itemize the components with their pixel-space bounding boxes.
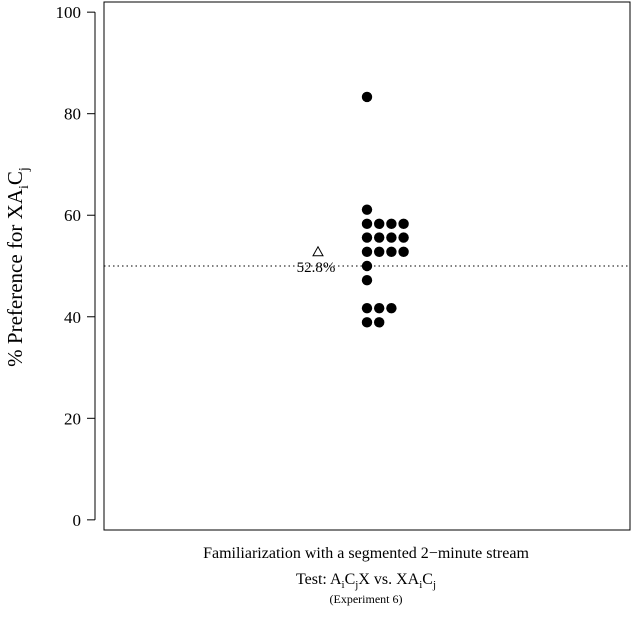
y-tick-label: 20 [64,409,81,428]
data-point [386,232,397,243]
data-point [374,302,385,314]
x-axis-label-line1: Familiarization with a segmented 2−minut… [203,545,529,562]
y-tick-label: 60 [64,206,81,225]
y-axis: 0 20 40 60 80 100 [56,3,96,530]
y-tick-label: 100 [56,3,82,22]
data-point [374,218,385,230]
data-point [374,246,385,257]
data-points [361,91,409,328]
y-tick-label: 40 [64,308,81,327]
data-point [361,317,373,328]
mean-label: 52.8% [297,260,336,276]
data-point [361,218,373,230]
data-point [361,302,373,314]
data-point [398,232,409,243]
data-point [361,204,373,215]
data-point [386,218,397,230]
y-tick-label: 0 [73,511,82,530]
data-point [361,275,373,286]
data-point [398,218,409,230]
data-point [361,232,373,243]
data-point [386,302,397,314]
mean-marker [312,245,324,257]
x-axis-label-line2: Test: AiCjX vs. XAiCj [296,571,436,591]
data-point [398,246,409,257]
data-point [386,246,397,257]
data-point [374,232,385,243]
x-axis-label-line3: (Experiment 6) [330,592,403,606]
y-axis-label: % Preference for XAiCj [3,167,32,367]
mean-marker-group: 52.8% [297,245,336,276]
y-tick-label: 80 [64,105,81,124]
data-point [361,246,373,257]
data-point [374,317,385,328]
data-point [361,91,373,103]
data-point [361,260,373,272]
